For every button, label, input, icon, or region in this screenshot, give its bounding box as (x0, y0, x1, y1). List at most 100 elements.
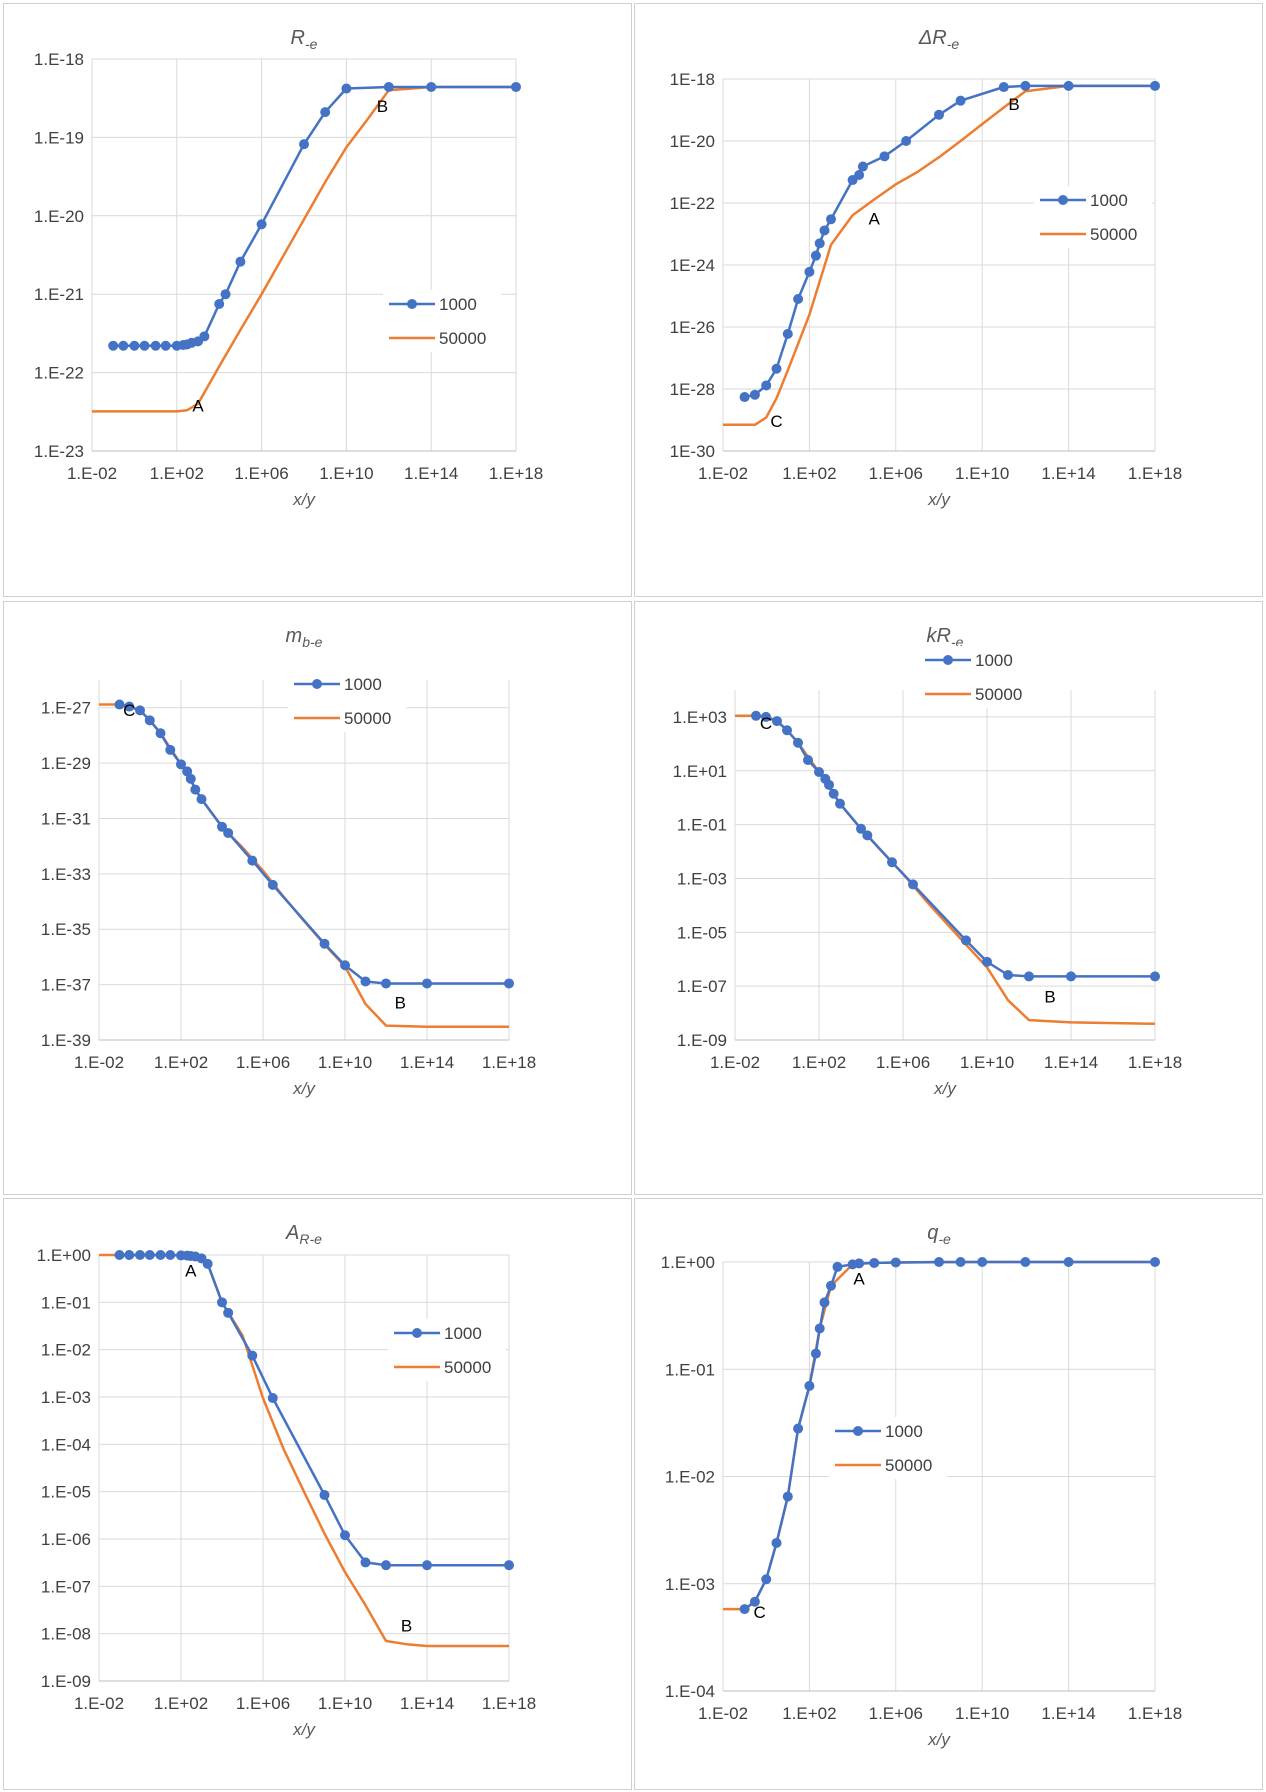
chart-title-subscript: -e (938, 1231, 951, 1247)
chart-panel-a-r-e: AR-e 1.E-09 1.E-08 1.E-07 1.E-06 1.E-05 1.E-04… (3, 1198, 632, 1790)
data-point (810, 1348, 821, 1359)
y-tick-label: 1.E+01 (673, 762, 727, 781)
x-tick-label: 1.E-02 (710, 1053, 760, 1072)
x-tick-label: 1.E+06 (869, 1704, 923, 1723)
data-point (828, 788, 839, 799)
chart-title: R-e (291, 27, 318, 52)
data-point (160, 340, 171, 351)
gridlines (734, 690, 1156, 1041)
annotation-label: A (185, 1262, 197, 1281)
data-point (804, 1380, 815, 1391)
legend-marker (943, 655, 953, 665)
data-point (901, 136, 912, 146)
data-point (832, 1261, 843, 1272)
data-point (165, 744, 176, 755)
chart-panel-m-b-e: mb-e 1.E-39 1.E-37 1.E-35 1.E-33 1.E-31 1.E-29… (3, 601, 632, 1195)
data-point (934, 1257, 944, 1267)
data-point (803, 755, 814, 766)
y-tick-label: 1.E-03 (677, 869, 727, 888)
data-point (1003, 969, 1013, 980)
x-tick-label: 1.E+18 (1128, 464, 1182, 483)
data-point (144, 1250, 155, 1260)
legend: 1000 50000 (919, 646, 1037, 708)
data-point (782, 328, 793, 339)
data-point (360, 976, 371, 987)
data-point (135, 1250, 145, 1260)
y-tick-label: 1.E-18 (34, 50, 84, 69)
data-point (1150, 971, 1160, 982)
data-point (869, 1257, 880, 1268)
x-tick-label: 1.E-02 (74, 1694, 124, 1713)
annotation-label: C (760, 714, 772, 733)
data-point (217, 821, 227, 832)
legend-background (383, 290, 501, 352)
series-line (744, 84, 1155, 399)
data-point (381, 1560, 391, 1571)
data-point (267, 879, 278, 890)
data-point (182, 766, 193, 777)
x-tick-label: 1.E+14 (400, 1053, 454, 1072)
data-point (749, 1596, 760, 1607)
y-tick-label: 1E-18 (670, 70, 715, 89)
chart-panel-q-e: q-e 1.E-04 1.E-03 1.E-02 1.E-01 1.E+00 1.E-02 1… (634, 1198, 1263, 1790)
x-axis-title: x/y (292, 490, 316, 509)
series-line (99, 1253, 509, 1648)
data-point (814, 767, 824, 778)
chart-title-subscript: R-e (299, 1231, 322, 1247)
chart-title: mb-e (286, 625, 323, 650)
annotation-label: A (869, 210, 881, 229)
data-point (751, 710, 761, 721)
data-point (879, 151, 890, 162)
data-point (771, 1537, 782, 1548)
legend-background (829, 1417, 947, 1479)
chart-title-subscript: b-e (302, 634, 322, 650)
data-point (176, 759, 186, 770)
data-point (247, 1350, 258, 1361)
legend-item-1000: 1000 (389, 295, 477, 314)
chart-title-main: m (286, 625, 303, 647)
legend-item-1000: 1000 (835, 1422, 923, 1441)
chart-svg: kR-e1.E-091.E-071.E-051.E-031.E-011.E+01… (673, 625, 1183, 1098)
y-tick-label: 1E-20 (670, 132, 715, 151)
data-point (824, 779, 835, 790)
data-point (220, 289, 231, 300)
series-1000 (108, 81, 521, 351)
y-tick-label: 1.E-04 (41, 1435, 91, 1454)
y-tick-label: 1.E-35 (41, 920, 91, 939)
series-50000 (723, 84, 1155, 427)
data-point (782, 725, 793, 736)
x-tick-label: 1.E+18 (1128, 1053, 1182, 1072)
series-line (743, 1260, 1155, 1611)
legend-background (919, 646, 1037, 708)
data-point (761, 711, 772, 722)
chart-panel-r-e: R-e 1.E-23 1.E-22 1.E-21 1.E-20 1.E-19 1.E-18 1… (3, 3, 632, 597)
data-point (819, 1297, 830, 1308)
y-tick-label: 1.E+00 (37, 1246, 91, 1265)
x-tick-label: 1.E+18 (1128, 1704, 1182, 1723)
y-tick-label: 1.E-23 (34, 442, 84, 461)
legend-label: 50000 (1090, 225, 1137, 244)
data-point (319, 1490, 330, 1501)
legend-label: 50000 (885, 1456, 932, 1475)
data-point (155, 728, 166, 739)
y-tick-label: 1.E-09 (41, 1672, 91, 1691)
y-tick-label: 1.E-03 (41, 1388, 91, 1407)
x-tick-label: 1.E+02 (792, 1053, 846, 1072)
series-1000 (751, 710, 1160, 982)
data-point (341, 83, 352, 94)
data-point (982, 956, 992, 967)
data-point (165, 1250, 176, 1260)
series-line (723, 84, 1155, 427)
y-tick-label: 1.E-21 (34, 285, 84, 304)
data-point (340, 1530, 350, 1541)
annotation-label: B (377, 97, 388, 116)
legend-label: 1000 (344, 675, 382, 694)
data-point (835, 798, 845, 809)
legend-label: 50000 (975, 685, 1022, 704)
y-tick-label: 1.E-05 (677, 923, 727, 942)
annotation-label: C (754, 1603, 766, 1622)
data-point (155, 1250, 166, 1260)
legend: 1000 50000 (288, 670, 406, 732)
x-tick-label: 1.E+10 (319, 464, 373, 483)
